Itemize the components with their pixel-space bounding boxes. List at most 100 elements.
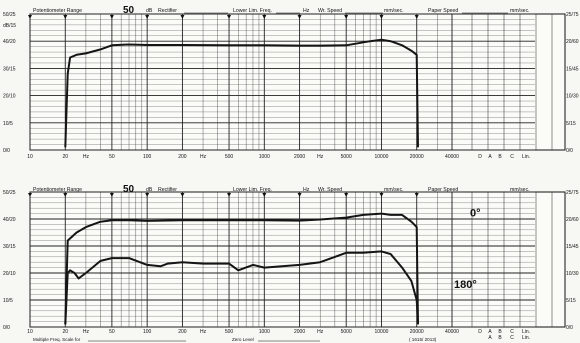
y-tick-label-left: 10/5 xyxy=(3,121,13,127)
y-tick-label-right: 25/75 xyxy=(566,12,579,18)
y-tick-label-left: 50/25 xyxy=(3,190,16,196)
header-wr-speed-label: Wr. Speed xyxy=(318,8,342,14)
x-tick-label: 500 xyxy=(225,154,234,160)
x-tick-label: Hz xyxy=(83,329,90,335)
top-tick-marker xyxy=(297,15,302,19)
x-tick-label-extra: C xyxy=(510,335,514,341)
x-tick-label: 10 xyxy=(27,154,33,160)
header-lower-lim-label: Lower Lim. Freq. xyxy=(233,187,272,193)
x-tick-label: 20000 xyxy=(410,154,424,160)
y-tick-label-left: 10/5 xyxy=(3,298,13,304)
header-mm-sec-label: mm/sec. xyxy=(510,187,530,193)
series-line-one-eighty-deg xyxy=(64,250,419,325)
y-tick-label-left: 30/15 xyxy=(3,244,16,250)
top-tick-marker xyxy=(145,193,150,197)
header-paper-speed-label: Paper Speed xyxy=(428,8,458,14)
chart-panel-1 xyxy=(28,12,566,151)
header-potentiometer-value: 50 xyxy=(123,184,135,195)
y-tick-label-right: 10/30 xyxy=(566,271,579,277)
y-tick-label-left: 20/10 xyxy=(3,94,16,100)
x-tick-label: 20 xyxy=(62,154,68,160)
x-tick-label: 5000 xyxy=(341,154,352,160)
x-tick-label: C xyxy=(510,154,514,160)
header-mm-sec-label: mm/sec. xyxy=(510,8,530,14)
y-tick-label-left: 40/20 xyxy=(3,217,16,223)
top-tick-marker xyxy=(180,15,185,19)
y-tick-label-right: 0/0 xyxy=(566,325,573,331)
x-tick-label: D xyxy=(478,329,482,335)
header-hz-label: Hz xyxy=(303,187,310,193)
x-tick-label-extra: Lin. xyxy=(522,335,530,341)
y-tick-label-left: 0/0 xyxy=(3,325,10,331)
x-tick-label: 200 xyxy=(178,154,187,160)
x-tick-label: 5000 xyxy=(341,329,352,335)
x-tick-label: Lin. xyxy=(522,154,530,160)
y-tick-label-left: dB/15 xyxy=(3,23,16,29)
x-tick-label: 2000 xyxy=(294,154,305,160)
x-tick-label-extra: B xyxy=(498,335,502,341)
top-tick-marker xyxy=(414,15,419,19)
header-rectifier-label: Rectifier xyxy=(158,187,177,193)
y-tick-label-right: 10/30 xyxy=(566,94,579,100)
x-tick-label: Hz xyxy=(83,154,90,160)
y-tick-label-left: 40/20 xyxy=(3,39,16,45)
top-tick-marker xyxy=(227,193,232,197)
x-tick-label: 10 xyxy=(27,329,33,335)
top-tick-marker xyxy=(262,15,267,19)
plot-frame xyxy=(29,13,566,151)
y-tick-label-right: 0/0 xyxy=(566,148,573,154)
top-tick-marker xyxy=(109,193,114,197)
top-tick-marker xyxy=(262,193,267,197)
top-tick-marker xyxy=(63,15,68,19)
header-hz-label: Hz xyxy=(303,8,310,14)
x-tick-label: 500 xyxy=(225,329,234,335)
y-tick-label-left: 0/0 xyxy=(3,148,10,154)
x-tick-label: 100 xyxy=(143,154,152,160)
top-tick-marker xyxy=(28,15,32,19)
x-tick-label: C xyxy=(510,329,514,335)
x-tick-label: 40000 xyxy=(445,329,459,335)
series-line-response xyxy=(64,38,419,148)
y-tick-label-right: 20/60 xyxy=(566,39,579,45)
x-tick-label: 100 xyxy=(143,329,152,335)
top-tick-marker xyxy=(344,193,349,197)
x-tick-label: Lin. xyxy=(522,329,530,335)
x-tick-label: 20000 xyxy=(410,329,424,335)
x-tick-label: 10000 xyxy=(375,329,389,335)
series-line-zero-deg xyxy=(64,212,419,325)
x-tick-label-extra: A xyxy=(488,335,492,341)
x-tick-label: Hz xyxy=(200,329,207,335)
header-mm-sec-label: mm/sec. xyxy=(384,187,404,193)
y-tick-label-right: 25/75 xyxy=(566,190,579,196)
x-tick-label: 50 xyxy=(109,154,115,160)
header-potentiometer-label: Potentiometer Range xyxy=(33,187,82,193)
top-tick-marker xyxy=(63,193,68,197)
x-tick-label: 2000 xyxy=(294,329,305,335)
y-tick-label-right: 20/60 xyxy=(566,217,579,223)
x-tick-label: Hz xyxy=(200,154,207,160)
annotation-0-deg: 0° xyxy=(470,207,481,219)
x-tick-label: A xyxy=(488,329,492,335)
top-tick-marker xyxy=(109,15,114,19)
x-tick-label: 200 xyxy=(178,329,187,335)
header-potentiometer-label: Potentiometer Range xyxy=(33,8,82,14)
footer-zero-level: Zero Level xyxy=(232,337,254,342)
x-tick-label: Hz xyxy=(317,329,324,335)
top-tick-marker xyxy=(28,193,32,197)
header-db-unit: dB xyxy=(146,187,153,193)
footer-code: ( 1615/ 2013) xyxy=(409,337,437,342)
chart-panel-2 xyxy=(28,191,566,342)
top-tick-marker xyxy=(297,193,302,197)
y-tick-label-left: 30/15 xyxy=(3,66,16,72)
y-tick-label-right: 15/45 xyxy=(566,66,579,72)
annotation-180-deg: 180° xyxy=(454,279,477,291)
x-tick-label: 10000 xyxy=(375,154,389,160)
header-mm-sec-label: mm/sec. xyxy=(384,8,404,14)
y-tick-label-right: 5/15 xyxy=(566,298,576,304)
top-tick-marker xyxy=(414,193,419,197)
x-tick-label: B xyxy=(498,154,502,160)
header-lower-lim-label: Lower Lim. Freq. xyxy=(233,8,272,14)
x-tick-label: 50 xyxy=(109,329,115,335)
footer-multiple-freq: Multiple Freq. Scale for xyxy=(33,337,81,342)
